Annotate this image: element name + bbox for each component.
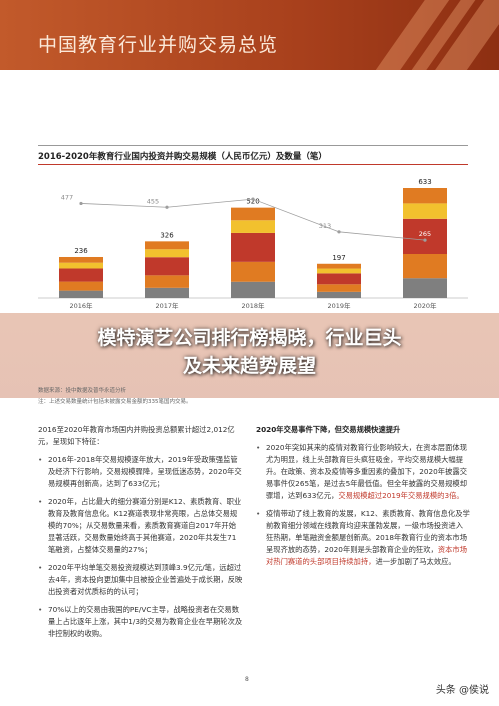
right-bullet-text: 2020年突如其来的疫情对教育行业影响较大，在资本层面体现尤为明显，线上头部教育…: [266, 443, 467, 500]
bar-segment: [317, 263, 361, 269]
right-column: 2020年交易事件下降，但交易规模快速提升 2020年突如其来的疫情对教育行业影…: [256, 424, 470, 574]
right-bullet-text-post: 进一步加剧了马太效应。: [375, 557, 456, 566]
bar-segment: [59, 262, 103, 269]
right-bullet-highlight: 资本市场对热门赛道的头部项目持续加持，: [266, 545, 467, 566]
bar-segment: [317, 284, 361, 292]
bar-segment: [403, 188, 447, 204]
deal-count-label: 455: [147, 197, 159, 205]
bar-segment: [59, 281, 103, 291]
bar-total-label: 236: [74, 247, 88, 255]
bar-total-label: 326: [160, 231, 174, 239]
bar-segment: [403, 218, 447, 254]
category-tick-label: 2016年: [69, 301, 93, 310]
bar-segment: [317, 273, 361, 285]
banner-line-2: 及未来趋势展望: [182, 355, 316, 377]
bar-segment: [317, 291, 361, 298]
bar-total-label: 197: [332, 254, 345, 262]
headline-banner: 模特演艺公司排行榜揭晓，行业巨头 及未来趋势展望: [0, 313, 499, 398]
right-bullet: 2020年突如其来的疫情对教育行业影响较大，在资本层面体现尤为明显，线上头部教育…: [256, 442, 470, 502]
left-bullet: 2020年，占比最大的细分赛道分别是K12、素质教育、职业教育及教育信息化。K1…: [38, 496, 243, 556]
bar-segment: [403, 278, 447, 298]
document-header: 中国教育行业并购交易总览: [0, 0, 499, 70]
bar-segment: [231, 207, 275, 221]
deal-count-point: [251, 197, 255, 201]
deal-count-point: [337, 230, 341, 234]
bar-segment: [145, 287, 189, 298]
left-bullet: 2016年-2018年交易规模逐年放大，2019年受政策强监管及经济下行影响，交…: [38, 454, 243, 490]
data-source: 数据来源：投中数据及普华永道分析: [38, 388, 127, 394]
header-decoration: [359, 0, 499, 70]
bar-segment: [59, 256, 103, 263]
bar-segment: [403, 203, 447, 219]
page-title: 中国教育行业并购交易总览: [38, 34, 279, 56]
category-tick-label: 2019年: [327, 301, 351, 310]
left-bullet: 70%以上的交易由我国的PE/VC主导，战略投资者在交易数量上占比逐年上涨，其中…: [38, 604, 243, 640]
category-tick-label: 2017年: [155, 301, 179, 310]
deal-count-label: 313: [319, 222, 331, 230]
left-intro: 2016至2020年教育市场国内并购投资总额累计超过2,012亿元，呈现如下特征…: [38, 425, 235, 446]
bar-segment: [231, 220, 275, 233]
right-bullet: 疫情带动了线上教育的发展，K12、素质教育、教育信息化及学前教育细分领域在线教育…: [256, 508, 470, 568]
deal-count-point: [423, 238, 427, 242]
chart-title-rule: [38, 164, 468, 165]
category-tick-label: 2020年: [413, 301, 437, 310]
deal-count-point: [165, 205, 169, 209]
bar-segment: [317, 268, 361, 274]
bar-total-label: 633: [418, 178, 431, 186]
deal-count-label: 477: [61, 193, 73, 201]
banner-line-1: 模特演艺公司排行榜揭晓，行业巨头: [97, 327, 402, 349]
left-column: 2016至2020年教育市场国内并购投资总额累计超过2,012亿元，呈现如下特征…: [38, 424, 243, 646]
investment-chart: 236 2016年 326 2017年 520 2018年 197 2019年 633 2020年…: [38, 178, 468, 310]
right-heading: 2020年交易事件下降，但交易规模快速提升: [256, 425, 401, 434]
right-bullet-highlight: 交易规模超过2019年交易规模的3倍。: [338, 491, 464, 500]
deal-count-label: 265: [419, 230, 431, 238]
bar-segment: [403, 254, 447, 279]
bar-segment: [145, 249, 189, 258]
deal-count-point: [79, 201, 83, 206]
page-number: 8: [245, 676, 249, 683]
bar-segment: [145, 257, 189, 276]
deal-count-label: 502: [247, 189, 259, 197]
right-bullet-text: 疫情带动了线上教育的发展，K12、素质教育、教育信息化及学前教育细分领域在线教育…: [266, 509, 470, 554]
bar-total-label: 520: [246, 198, 259, 206]
bar-segment: [231, 281, 275, 298]
bar-segment: [59, 290, 103, 298]
source-watermark: 头条 @侯说: [435, 685, 489, 696]
category-tick-label: 2018年: [241, 301, 265, 310]
data-note: 注：上述交易数量统计包括未披露交易金额的335笔国内交易。: [38, 399, 192, 405]
chart-top-rule: [38, 145, 468, 146]
bar-segment: [59, 268, 103, 282]
bar-segment: [145, 241, 189, 250]
chart-title: 2016-2020年教育行业国内投资并购交易规模（人民币亿元）及数量（笔）: [38, 152, 327, 162]
bar-segment: [231, 261, 275, 282]
bar-segment: [145, 275, 189, 288]
left-bullet: 2020年平均单笔交易投资规模达到顶峰3.9亿元/笔，远超过去4年，资本投向更加…: [38, 562, 243, 598]
bar-segment: [231, 232, 275, 262]
